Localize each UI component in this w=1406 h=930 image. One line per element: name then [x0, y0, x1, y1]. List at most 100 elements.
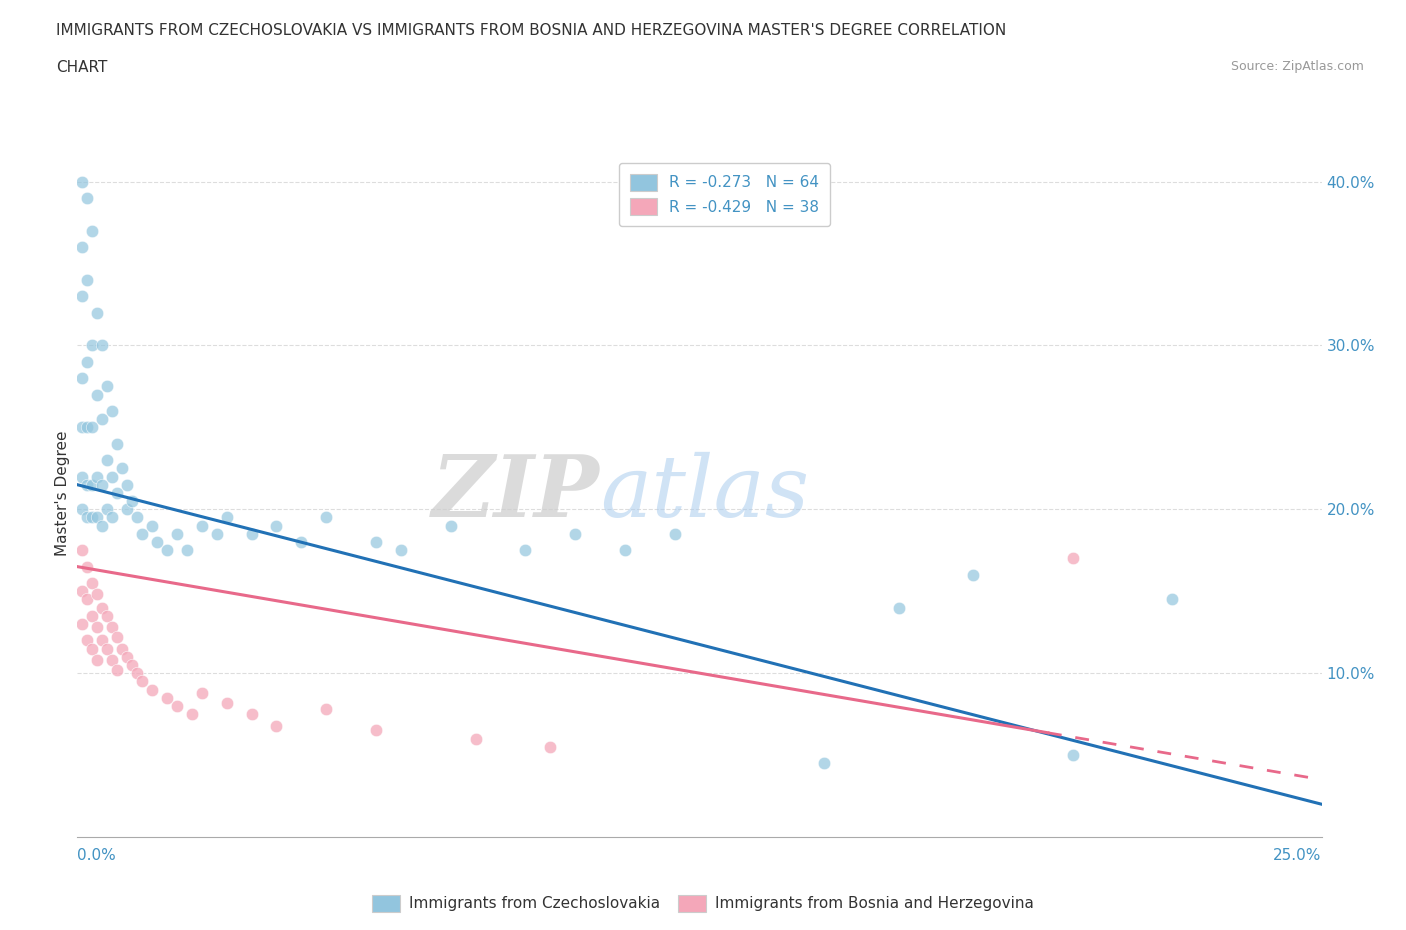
Point	[82, 641, 104, 656]
Point	[91, 477, 114, 492]
Text: atlas: atlas	[600, 452, 808, 534]
Point	[86, 469, 108, 484]
Point	[76, 354, 98, 369]
Point	[72, 174, 94, 189]
Point	[664, 526, 686, 541]
Legend: Immigrants from Czechoslovakia, Immigrants from Bosnia and Herzegovina: Immigrants from Czechoslovakia, Immigran…	[366, 889, 1040, 918]
Point	[76, 633, 98, 648]
Point	[146, 535, 169, 550]
Point	[86, 387, 108, 402]
Point	[86, 510, 108, 525]
Point	[115, 502, 138, 517]
Point	[1062, 551, 1084, 565]
Point	[82, 608, 104, 623]
Point	[389, 543, 412, 558]
Point	[180, 707, 202, 722]
Point	[515, 543, 537, 558]
Point	[96, 502, 118, 517]
Point	[564, 526, 586, 541]
Point	[72, 420, 94, 435]
Point	[315, 702, 337, 717]
Text: IMMIGRANTS FROM CZECHOSLOVAKIA VS IMMIGRANTS FROM BOSNIA AND HERZEGOVINA MASTER': IMMIGRANTS FROM CZECHOSLOVAKIA VS IMMIGR…	[56, 23, 1007, 38]
Text: CHART: CHART	[56, 60, 108, 75]
Point	[96, 379, 118, 393]
Point	[105, 662, 128, 677]
Point	[1062, 748, 1084, 763]
Point	[76, 477, 98, 492]
Point	[82, 477, 104, 492]
Point	[191, 685, 214, 700]
Point	[131, 526, 153, 541]
Point	[76, 510, 98, 525]
Point	[76, 559, 98, 574]
Point	[82, 338, 104, 352]
Point	[315, 510, 337, 525]
Point	[156, 690, 179, 705]
Point	[72, 371, 94, 386]
Point	[105, 485, 128, 500]
Point	[215, 696, 238, 711]
Point	[613, 543, 636, 558]
Point	[887, 600, 910, 615]
Point	[82, 576, 104, 591]
Point	[464, 731, 486, 746]
Point	[82, 420, 104, 435]
Point	[166, 526, 188, 541]
Point	[91, 412, 114, 427]
Point	[101, 653, 124, 668]
Point	[82, 510, 104, 525]
Point	[91, 518, 114, 533]
Point	[86, 305, 108, 320]
Point	[121, 658, 143, 672]
Legend: R = -0.273   N = 64, R = -0.429   N = 38: R = -0.273 N = 64, R = -0.429 N = 38	[619, 164, 830, 226]
Text: 25.0%: 25.0%	[1274, 848, 1322, 863]
Point	[191, 518, 214, 533]
Point	[141, 518, 163, 533]
Point	[72, 240, 94, 255]
Point	[962, 567, 984, 582]
Text: Source: ZipAtlas.com: Source: ZipAtlas.com	[1230, 60, 1364, 73]
Point	[111, 461, 134, 476]
Text: 0.0%: 0.0%	[77, 848, 117, 863]
Point	[364, 535, 387, 550]
Point	[86, 653, 108, 668]
Point	[105, 630, 128, 644]
Point	[91, 338, 114, 352]
Point	[101, 469, 124, 484]
Point	[364, 723, 387, 737]
Point	[205, 526, 228, 541]
Point	[240, 526, 263, 541]
Point	[266, 518, 288, 533]
Point	[266, 718, 288, 733]
Point	[91, 633, 114, 648]
Point	[72, 543, 94, 558]
Point	[215, 510, 238, 525]
Point	[101, 510, 124, 525]
Point	[1161, 592, 1184, 607]
Text: ZIP: ZIP	[432, 451, 600, 535]
Point	[72, 502, 94, 517]
Point	[101, 404, 124, 418]
Point	[72, 289, 94, 304]
Point	[131, 674, 153, 689]
Point	[91, 600, 114, 615]
Point	[76, 420, 98, 435]
Point	[121, 494, 143, 509]
Point	[111, 641, 134, 656]
Point	[538, 739, 561, 754]
Point	[86, 587, 108, 602]
Point	[125, 666, 148, 681]
Point	[240, 707, 263, 722]
Point	[115, 649, 138, 664]
Y-axis label: Master's Degree: Master's Degree	[55, 431, 70, 555]
Point	[115, 477, 138, 492]
Point	[72, 617, 94, 631]
Point	[105, 436, 128, 451]
Point	[290, 535, 312, 550]
Point	[125, 510, 148, 525]
Point	[82, 223, 104, 238]
Point	[76, 592, 98, 607]
Point	[76, 272, 98, 287]
Point	[72, 584, 94, 599]
Point	[76, 191, 98, 206]
